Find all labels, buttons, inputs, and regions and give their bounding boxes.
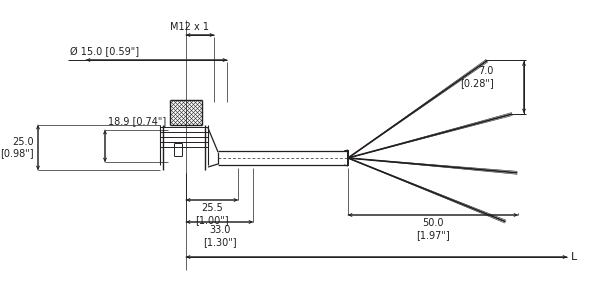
Text: 50.0
[1.97"]: 50.0 [1.97"] xyxy=(416,218,450,240)
Text: L: L xyxy=(571,252,577,262)
Text: Ø 15.0 [0.59"]: Ø 15.0 [0.59"] xyxy=(70,47,139,57)
Text: 7.0
[0.28"]: 7.0 [0.28"] xyxy=(460,67,494,88)
Text: M12 x 1: M12 x 1 xyxy=(171,22,209,32)
Text: 18.9 [0.74"]: 18.9 [0.74"] xyxy=(108,116,166,126)
Text: 33.0
[1.30"]: 33.0 [1.30"] xyxy=(203,225,237,247)
Text: 25.0
[0.98"]: 25.0 [0.98"] xyxy=(1,137,34,158)
Text: 25.5
[1.00"]: 25.5 [1.00"] xyxy=(195,203,229,225)
